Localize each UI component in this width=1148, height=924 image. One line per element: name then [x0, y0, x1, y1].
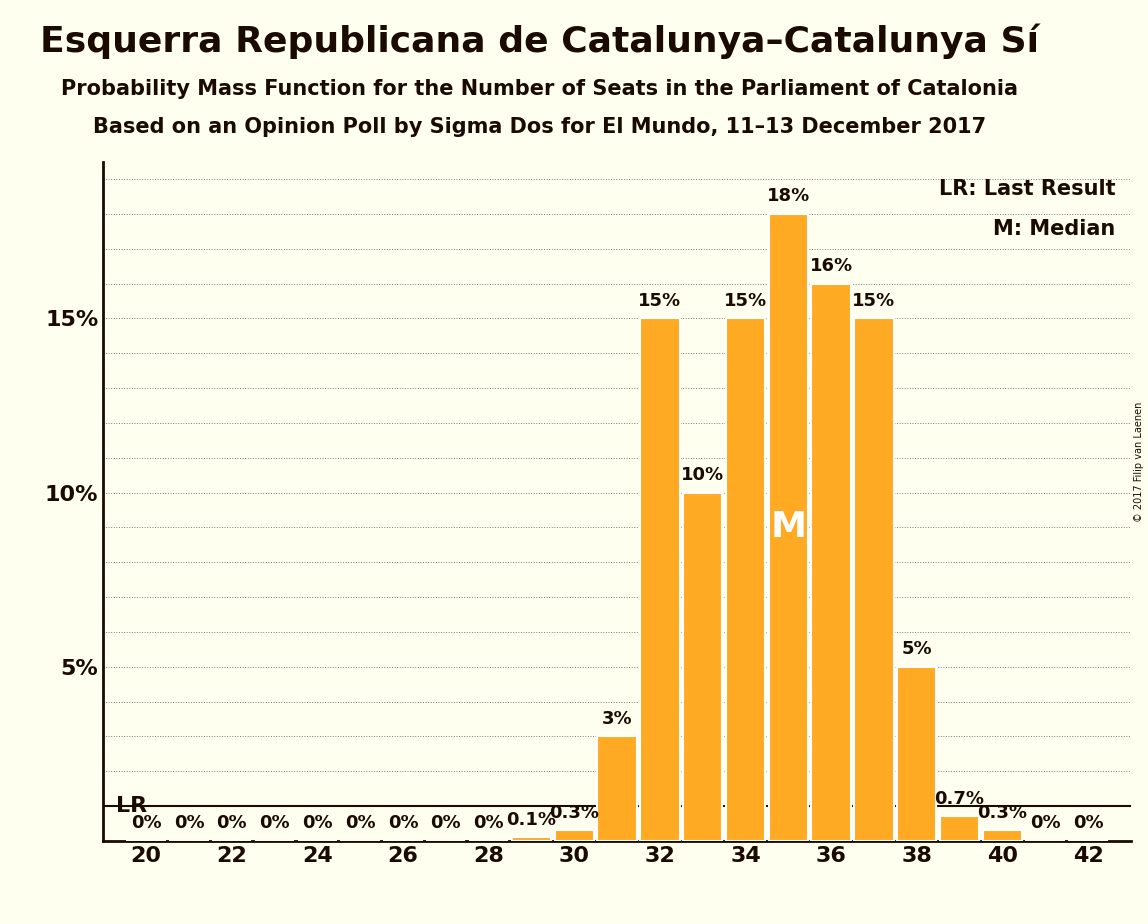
Bar: [940, 817, 979, 841]
Text: 0%: 0%: [302, 814, 333, 833]
Text: © 2017 Filip van Laenen: © 2017 Filip van Laenen: [1134, 402, 1143, 522]
Text: LR: Last Result: LR: Last Result: [939, 178, 1116, 199]
Text: 0%: 0%: [430, 814, 461, 833]
Text: 15%: 15%: [724, 292, 767, 310]
Text: 0%: 0%: [173, 814, 204, 833]
Text: 5%: 5%: [901, 640, 932, 658]
Text: 0.7%: 0.7%: [934, 790, 985, 808]
Text: 0%: 0%: [473, 814, 504, 833]
Text: 0%: 0%: [259, 814, 290, 833]
Text: 3%: 3%: [602, 710, 633, 728]
Text: 18%: 18%: [767, 188, 810, 205]
Text: 0%: 0%: [1030, 814, 1061, 833]
Bar: [683, 492, 722, 841]
Text: 15%: 15%: [852, 292, 895, 310]
Text: Based on an Opinion Poll by Sigma Dos for El Mundo, 11–13 December 2017: Based on an Opinion Poll by Sigma Dos fo…: [93, 117, 986, 138]
Text: 0.3%: 0.3%: [977, 804, 1027, 821]
Text: Probability Mass Function for the Number of Seats in the Parliament of Catalonia: Probability Mass Function for the Number…: [61, 79, 1018, 99]
Bar: [769, 214, 808, 841]
Bar: [554, 831, 594, 841]
Bar: [854, 319, 893, 841]
Bar: [897, 667, 937, 841]
Bar: [597, 736, 637, 841]
Text: 0%: 0%: [131, 814, 162, 833]
Text: LR: LR: [116, 796, 147, 816]
Text: 10%: 10%: [681, 466, 724, 484]
Text: M: Median: M: Median: [993, 219, 1116, 239]
Bar: [983, 831, 1022, 841]
Text: 16%: 16%: [809, 257, 853, 275]
Bar: [641, 319, 680, 841]
Text: 0.3%: 0.3%: [549, 804, 599, 821]
Text: 0.1%: 0.1%: [506, 810, 557, 829]
Text: 0%: 0%: [344, 814, 375, 833]
Bar: [726, 319, 766, 841]
Bar: [812, 284, 851, 841]
Text: 0%: 0%: [217, 814, 247, 833]
Text: M: M: [770, 510, 806, 544]
Text: 0%: 0%: [388, 814, 418, 833]
Text: 15%: 15%: [638, 292, 682, 310]
Text: Esquerra Republicana de Catalunya–Catalunya Sí: Esquerra Republicana de Catalunya–Catalu…: [40, 23, 1039, 58]
Text: 0%: 0%: [1072, 814, 1103, 833]
Bar: [512, 837, 551, 841]
